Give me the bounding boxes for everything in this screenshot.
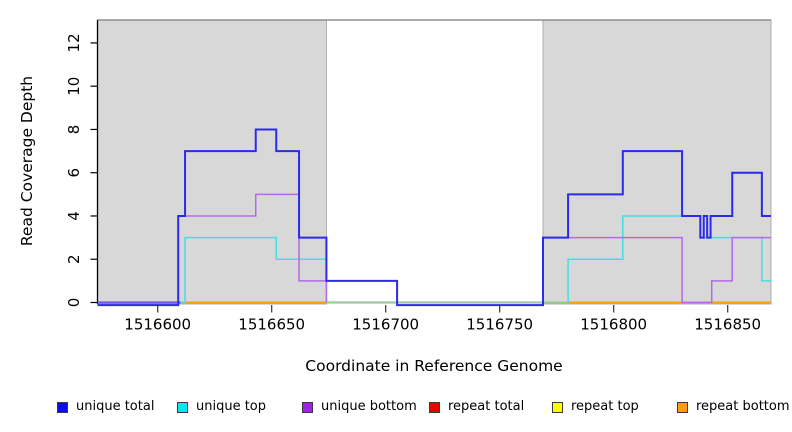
series-unique-total: [97, 128, 771, 307]
x-tick-label: 1516700: [352, 316, 419, 334]
x-tick-label: 1516650: [238, 316, 305, 334]
y-tick-label: 8: [65, 125, 83, 135]
x-tick-label: 1516750: [466, 316, 533, 334]
series-unique-top: [97, 215, 771, 304]
y-tick-label: 2: [65, 254, 83, 264]
x-tick-label: 1516600: [124, 316, 191, 334]
y-tick-label: 0: [65, 298, 83, 308]
shaded-region: [542, 19, 772, 305]
shaded-region: [97, 19, 327, 305]
x-tick-label: 1516850: [694, 316, 761, 334]
x-axis-title: Coordinate in Reference Genome: [305, 357, 563, 375]
y-tick-label: 6: [65, 168, 83, 178]
y-axis-title: Read Coverage Depth: [18, 75, 36, 247]
y-tick-label: 4: [65, 211, 83, 221]
x-tick-label: 1516800: [580, 316, 647, 334]
y-tick-label: 12: [65, 33, 83, 52]
y-tick-label: 10: [65, 77, 83, 96]
